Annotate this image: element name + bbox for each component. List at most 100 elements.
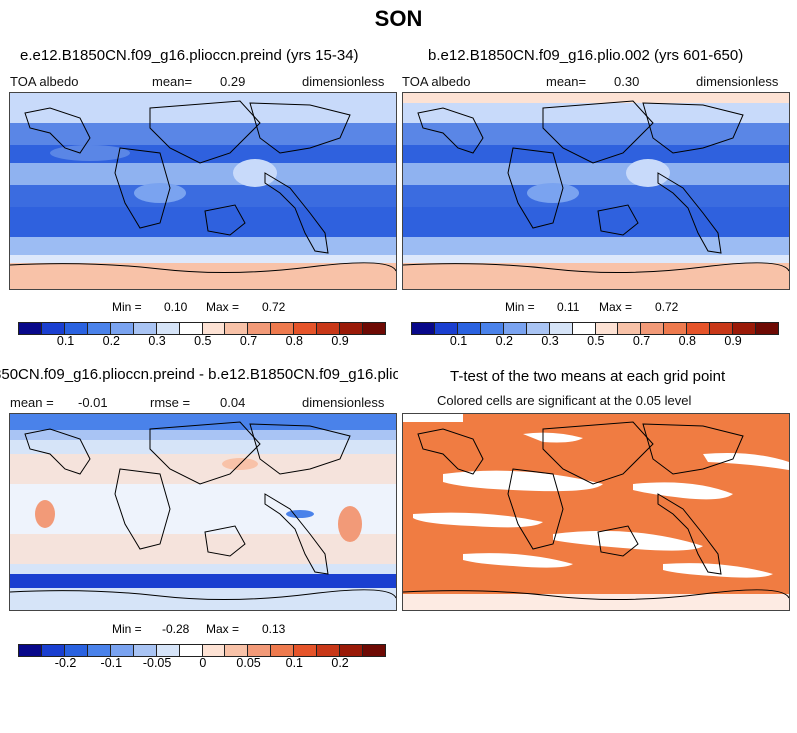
- panel3-mean-value: -0.01: [78, 395, 108, 410]
- cbar1-tick: 0.9: [331, 334, 349, 348]
- panel1-title: e.e12.B1850CN.f09_g16.plioccn.preind (yr…: [20, 47, 359, 64]
- panel3-title: e.e12.B1850CN.f09_g16.plioccn.preind - b…: [0, 366, 398, 383]
- cbar2-swatch: [412, 323, 435, 334]
- cbar3-swatch: [225, 645, 249, 656]
- cbar3-swatch: [248, 645, 272, 656]
- panel1-mean-value: 0.29: [220, 74, 246, 89]
- cbar2-swatch: [434, 323, 458, 334]
- cbar3-tick: -0.2: [54, 656, 77, 670]
- panel3-units: dimensionless: [302, 395, 385, 410]
- panel3-title-clip: e.e12.B1850CN.f09_g16.plioccn.preind - b…: [0, 366, 398, 388]
- cbar3-swatch: [41, 645, 65, 656]
- figure-title: SON: [374, 6, 423, 31]
- panel3-colorbar: [18, 644, 386, 657]
- panel1-colorbar: [18, 322, 386, 335]
- cbar1-swatch: [156, 323, 180, 334]
- panel2-title: b.e12.B1850CN.f09_g16.plio.002 (yrs 601-…: [428, 47, 744, 64]
- cbar3-swatch: [133, 645, 157, 656]
- panel2-variable-label: TOA albedo: [402, 74, 471, 89]
- cbar1-swatch: [340, 323, 364, 334]
- panel3-colorbar-ticks: -0.2 -0.1 -0.05 0 0.05 0.1 0.2: [18, 656, 384, 672]
- cbar3-tick: 0.05: [236, 656, 261, 670]
- panel4-ttest-map: [402, 413, 790, 611]
- cbar2-swatch: [733, 323, 757, 334]
- cbar2-tick: 0.2: [495, 334, 514, 348]
- cbar3-tick: 0.1: [285, 656, 304, 670]
- panel1-colorbar-ticks: 0.1 0.2 0.3 0.5 0.7 0.8 0.9: [18, 334, 384, 350]
- panel2-max-label: Max =: [599, 300, 633, 314]
- cbar3-tick: 0.2: [331, 656, 349, 670]
- panel1-mean-label: mean=: [152, 74, 193, 89]
- cbar1-swatch: [64, 323, 88, 334]
- cbar3-tick: -0.05: [142, 656, 172, 670]
- cbar2-swatch: [641, 323, 665, 334]
- cbar3-swatch: [87, 645, 111, 656]
- cbar1-tick: 0.5: [194, 334, 212, 348]
- cbar1-swatch: [294, 323, 318, 334]
- cbar2-tick: 0.3: [541, 334, 559, 348]
- panel1-units: dimensionless: [302, 74, 385, 89]
- cbar3-swatch: [202, 645, 226, 656]
- cbar2-swatch: [595, 323, 619, 334]
- cbar2-swatch: [664, 323, 688, 334]
- cbar2-swatch: [503, 323, 527, 334]
- cbar1-swatch: [110, 323, 134, 334]
- panel2-colorbar-ticks: 0.1 0.2 0.3 0.5 0.7 0.8 0.9: [411, 334, 777, 350]
- cbar3-swatch: [340, 645, 364, 656]
- panel3-difference-map: [9, 413, 397, 611]
- cbar1-swatch: [133, 323, 157, 334]
- cbar2-swatch: [710, 323, 734, 334]
- cbar2-swatch: [526, 323, 550, 334]
- panel3-max-label: Max =: [206, 622, 240, 636]
- panel1-max-value: 0.72: [262, 300, 286, 314]
- cbar1-tick: 0.7: [239, 334, 258, 348]
- panel2-units: dimensionless: [696, 74, 779, 89]
- cbar3-swatch: [294, 645, 318, 656]
- cbar1-tick: 0.8: [285, 334, 304, 348]
- cbar1-tick: 0.2: [102, 334, 121, 348]
- cbar1-tick: 0.3: [148, 334, 166, 348]
- cbar3-swatch: [179, 645, 203, 656]
- cbar3-swatch: [363, 645, 385, 656]
- panel4-title: T-test of the two means at each grid poi…: [450, 368, 726, 385]
- cbar3-swatch: [110, 645, 134, 656]
- panel2-max-value: 0.72: [655, 300, 679, 314]
- cbar3-swatch: [271, 645, 295, 656]
- panel3-min-value: -0.28: [162, 622, 190, 636]
- cbar1-swatch: [179, 323, 203, 334]
- cbar3-swatch: [317, 645, 341, 656]
- cbar2-swatch: [549, 323, 573, 334]
- panel1-min-value: 0.10: [164, 300, 188, 314]
- cbar1-swatch: [19, 323, 42, 334]
- cbar1-tick: 0.1: [56, 334, 75, 348]
- cbar1-swatch: [87, 323, 111, 334]
- cbar3-tick: 0: [199, 656, 207, 670]
- cbar3-tick: -0.1: [100, 656, 123, 670]
- cbar2-tick: 0.7: [632, 334, 651, 348]
- cbar2-swatch: [572, 323, 596, 334]
- panel3-max-value: 0.13: [262, 622, 286, 636]
- cbar1-swatch: [202, 323, 226, 334]
- cbar2-tick: 0.1: [449, 334, 468, 348]
- cbar2-tick: 0.8: [678, 334, 697, 348]
- cbar1-swatch: [317, 323, 341, 334]
- panel2-min-label: Min =: [505, 300, 535, 314]
- panel3-mean-label: mean =: [10, 395, 54, 410]
- panel2-albedo-map: [402, 92, 790, 290]
- cbar2-swatch: [756, 323, 778, 334]
- cbar2-tick: 0.5: [587, 334, 605, 348]
- cbar3-swatch: [19, 645, 42, 656]
- panel1-max-label: Max =: [206, 300, 240, 314]
- cbar2-swatch: [618, 323, 642, 334]
- cbar2-swatch: [687, 323, 711, 334]
- cbar2-swatch: [480, 323, 504, 334]
- panel4-subtitle: Colored cells are significant at the 0.0…: [437, 393, 692, 408]
- cbar1-swatch: [271, 323, 295, 334]
- cbar1-swatch: [41, 323, 65, 334]
- cbar1-swatch: [363, 323, 385, 334]
- cbar1-swatch: [225, 323, 249, 334]
- panel2-mean-value: 0.30: [614, 74, 640, 89]
- cbar2-tick: 0.9: [724, 334, 742, 348]
- panel3-rmse-value: 0.04: [220, 395, 246, 410]
- panel2-min-value: 0.11: [557, 300, 580, 314]
